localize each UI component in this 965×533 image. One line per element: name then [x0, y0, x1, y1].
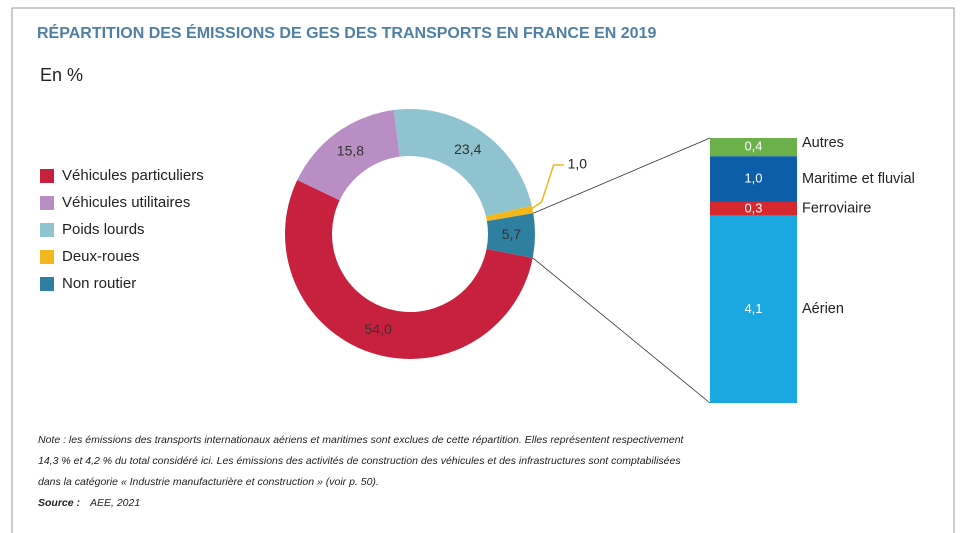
legend-label: Non routier — [62, 275, 136, 292]
connector-line — [533, 137, 711, 214]
value-label: 54,0 — [365, 321, 392, 337]
source: AEE, 2021 — [89, 497, 140, 509]
stacked-bar-segment — [710, 138, 797, 157]
segment-label: Aérien — [802, 301, 844, 317]
legend-label: Véhicules particuliers — [62, 167, 204, 184]
note-line: Note : les émissions des transports inte… — [38, 434, 685, 446]
value-label: 0,3 — [744, 200, 762, 215]
value-label: 1,0 — [568, 156, 588, 172]
donut-slice — [285, 179, 533, 360]
legend-swatch — [40, 223, 54, 237]
value-label: 5,7 — [502, 226, 522, 242]
donut-slice — [485, 205, 534, 222]
note-line: 14,3 % et 4,2 % du total considéré ici. … — [38, 455, 681, 467]
segment-label: Maritime et fluvial — [802, 171, 915, 187]
legend-label: Véhicules utilitaires — [62, 194, 190, 211]
segment-label: Autres — [802, 135, 844, 151]
note-line: dans la catégorie « Industrie manufactur… — [38, 476, 379, 488]
donut-slice — [297, 110, 400, 201]
stacked-bar-segment — [710, 201, 797, 216]
legend-swatch — [40, 277, 54, 291]
subtitle: En % — [40, 65, 83, 85]
donut-slice — [486, 213, 535, 258]
value-label: 15,8 — [337, 143, 364, 159]
legend-label: Poids lourds — [62, 221, 145, 238]
donut-slice — [393, 109, 532, 217]
value-label: 4,1 — [744, 301, 762, 316]
legend-swatch — [40, 250, 54, 264]
connector-line — [532, 257, 711, 404]
source-label: Source : — [38, 497, 80, 509]
value-label: 1,0 — [744, 171, 762, 186]
chart-title: RÉPARTITION DES ÉMISSIONS DE GES DES TRA… — [37, 23, 656, 42]
callout-line — [529, 164, 564, 211]
frame — [11, 7, 955, 533]
value-label: 0,4 — [744, 139, 762, 154]
legend-swatch — [40, 196, 54, 210]
legend-swatch — [40, 169, 54, 183]
segment-label: Ferroviaire — [802, 201, 871, 217]
stacked-bar-segment — [710, 215, 797, 403]
legend-label: Deux-roues — [62, 248, 140, 265]
stacked-bar-segment — [710, 156, 797, 202]
value-label: 23,4 — [454, 141, 481, 157]
